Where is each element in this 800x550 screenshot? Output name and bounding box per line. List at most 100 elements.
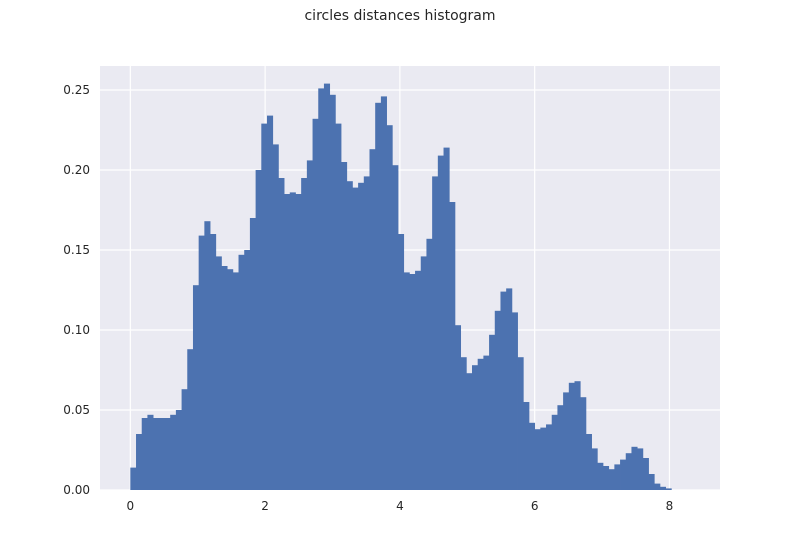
histogram-bar <box>375 102 382 491</box>
histogram-bar <box>409 274 416 490</box>
histogram-bar <box>187 349 194 490</box>
histogram-bar <box>432 176 439 490</box>
histogram-bar <box>335 123 342 490</box>
histogram-bar <box>227 269 234 490</box>
x-tick-label: 4 <box>396 499 404 513</box>
histogram-bar <box>278 178 285 490</box>
histogram-bar <box>483 355 490 490</box>
histogram-bar <box>534 429 541 490</box>
histogram-bar <box>272 144 279 490</box>
histogram-bar <box>255 170 262 490</box>
histogram-bar <box>153 418 160 490</box>
histogram-bar <box>147 414 154 490</box>
histogram-bar <box>642 458 649 490</box>
histogram-bar <box>443 147 450 490</box>
histogram-bar <box>546 424 553 490</box>
x-tick-label: 6 <box>531 499 539 513</box>
histogram-bar <box>426 238 433 490</box>
histogram-bar <box>437 155 444 490</box>
histogram-bar <box>659 486 667 490</box>
histogram-bar <box>386 125 393 490</box>
histogram-bar <box>580 397 587 490</box>
x-tick-label: 2 <box>261 499 269 513</box>
x-tick-label: 0 <box>127 499 135 513</box>
y-tick-label: 0.20 <box>63 163 90 177</box>
histogram-bar <box>506 288 513 490</box>
histogram-bars <box>130 83 672 491</box>
histogram-bar <box>523 402 530 490</box>
histogram-bar <box>204 221 211 490</box>
histogram-bar <box>608 469 615 490</box>
histogram-bar <box>210 234 217 490</box>
histogram-bar <box>238 254 245 490</box>
histogram-bar <box>489 334 496 490</box>
histogram-bar <box>249 218 256 490</box>
histogram-bar <box>540 427 547 490</box>
histogram-bar <box>232 272 239 490</box>
histogram-bar <box>420 256 427 490</box>
histogram-bar <box>170 414 177 490</box>
x-axis-ticks: 0 2 4 6 8 <box>127 499 674 513</box>
histogram-bar <box>648 474 655 490</box>
histogram-bar <box>329 94 336 491</box>
histogram-bar <box>568 382 575 490</box>
histogram-bar <box>192 285 200 490</box>
histogram-bar <box>312 118 319 491</box>
y-tick-label: 0.05 <box>63 403 90 417</box>
y-tick-label: 0.00 <box>63 483 90 497</box>
histogram-bar <box>130 467 137 490</box>
histogram-bar <box>306 160 313 490</box>
histogram-bar <box>500 291 507 490</box>
histogram-bar <box>221 266 228 490</box>
histogram-bar <box>261 123 268 490</box>
histogram-bar <box>301 178 308 490</box>
histogram-bar <box>477 358 484 490</box>
histogram-bar <box>602 466 610 490</box>
histogram-bar <box>369 149 376 490</box>
histogram-bar <box>215 256 222 490</box>
histogram-bar <box>323 83 331 490</box>
histogram-bar <box>454 325 462 490</box>
histogram-bar <box>472 365 479 490</box>
histogram-bar <box>460 357 467 490</box>
y-axis-ticks: 0.00 0.05 0.10 0.15 0.20 0.25 <box>63 83 90 497</box>
histogram-bar <box>267 115 274 490</box>
histogram-bar <box>289 192 296 490</box>
chart-title: circles distances histogram <box>304 8 496 24</box>
histogram-bar <box>352 187 359 490</box>
histogram-bar <box>284 194 291 490</box>
histogram-bar <box>654 483 661 490</box>
histogram-bar <box>295 194 302 490</box>
histogram-bar <box>466 373 473 490</box>
histogram-bar <box>158 418 165 490</box>
histogram-bar <box>517 357 524 490</box>
y-tick-label: 0.25 <box>63 83 90 97</box>
histogram-bar <box>358 182 365 491</box>
histogram-bar <box>175 410 182 490</box>
histogram-bar <box>631 446 638 490</box>
histogram-bar <box>585 434 592 490</box>
histogram-bar <box>164 418 171 490</box>
histogram-bar <box>637 448 644 490</box>
histogram-bar <box>665 488 672 490</box>
histogram-bar <box>181 389 188 490</box>
histogram-bar <box>625 453 632 490</box>
histogram-bar <box>363 176 370 490</box>
histogram-bar <box>511 312 518 490</box>
histogram-bar <box>415 270 422 490</box>
histogram-bar <box>136 434 143 490</box>
histogram-bar <box>380 96 387 491</box>
histogram-bar <box>528 422 536 490</box>
histogram-bar <box>557 405 564 490</box>
y-tick-label: 0.15 <box>63 243 90 257</box>
histogram-bar <box>614 464 621 490</box>
x-tick-label: 8 <box>666 499 674 513</box>
histogram-bar <box>574 381 581 490</box>
histogram-bar <box>620 459 627 490</box>
histogram-bar <box>597 462 604 490</box>
y-tick-label: 0.10 <box>63 323 90 337</box>
histogram-bar <box>397 234 405 490</box>
histogram-bar <box>244 250 251 490</box>
histogram-bar <box>141 418 148 490</box>
